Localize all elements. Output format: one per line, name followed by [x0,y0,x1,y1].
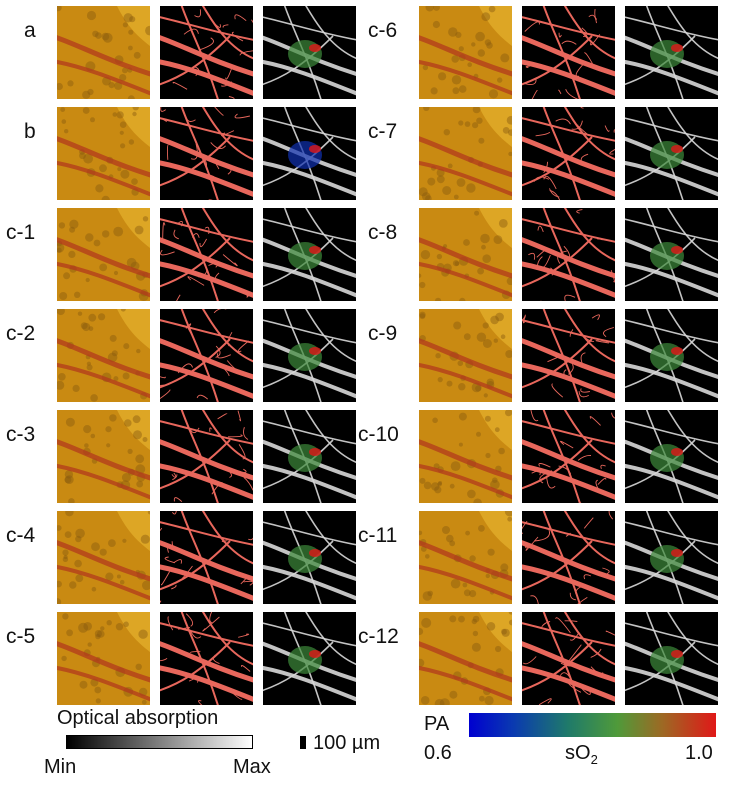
vessel-map-c-2 [160,309,253,402]
pa-so2-image-c-1 [263,208,356,301]
pa-so2-image-c-10 [625,410,718,503]
scale-bar-label: 100 µm [313,732,381,754]
so2-max-label: 1.0 [685,742,713,764]
so2-label-subscript: 2 [590,752,598,767]
panel-label-c1: c-1 [6,221,36,244]
optical-absorption-title: Optical absorption [57,707,219,729]
pa-so2-image-c-9 [625,309,718,402]
pa-so2-image-c-11 [625,511,718,604]
optical-image-b [57,107,150,200]
panel-label-c3: c-3 [6,423,36,446]
panel-label-c11: c-11 [358,524,398,547]
panel-label-c4: c-4 [6,524,36,547]
vessel-map-c-8 [522,208,615,301]
vessel-map-c-4 [160,511,253,604]
pa-so2-image-c-8 [625,208,718,301]
pa-label: PA [424,713,450,735]
optical-image-c-3 [57,410,150,503]
optical-image-c-7 [419,107,512,200]
optical-max-label: Max [233,756,271,778]
scale-bar [300,736,306,749]
pa-so2-image-c-2 [263,309,356,402]
vessel-map-c-9 [522,309,615,402]
so2-min-label: 0.6 [424,742,452,764]
panel-label-c10: c-10 [358,423,399,446]
so2-colorbar [469,713,716,737]
vessel-map-c-1 [160,208,253,301]
so2-axis-label: sO2 [565,743,598,766]
vessel-map-c-6 [522,6,615,99]
pa-so2-image-c-7 [625,107,718,200]
vessel-map-c-3 [160,410,253,503]
pa-so2-image-c-12 [625,612,718,705]
vessel-map-a [160,6,253,99]
panel-label-c6: c-6 [368,19,398,42]
pa-so2-image-b [263,107,356,200]
optical-image-c-2 [57,309,150,402]
pa-so2-image-a [263,6,356,99]
vessel-map-c-10 [522,410,615,503]
optical-image-c-12 [419,612,512,705]
panel-label-c7: c-7 [368,120,398,143]
vessel-map-c-12 [522,612,615,705]
optical-image-c-10 [419,410,512,503]
panel-label-c9: c-9 [368,322,398,345]
pa-so2-image-c-6 [625,6,718,99]
optical-image-c-11 [419,511,512,604]
optical-image-c-6 [419,6,512,99]
panel-label-c5: c-5 [6,625,36,648]
pa-so2-image-c-4 [263,511,356,604]
vessel-map-c-5 [160,612,253,705]
panel-label-c8: c-8 [368,221,398,244]
vessel-map-c-11 [522,511,615,604]
panel-label-b: b [24,120,36,143]
panel-label-c12: c-12 [358,625,399,648]
vessel-map-b [160,107,253,200]
optical-absorption-colorbar [66,735,253,749]
optical-image-c-1 [57,208,150,301]
optical-min-label: Min [44,756,77,778]
optical-image-c-4 [57,511,150,604]
so2-label-main: sO [565,742,591,764]
pa-so2-image-c-3 [263,410,356,503]
optical-image-a [57,6,150,99]
optical-image-c-8 [419,208,512,301]
optical-image-c-9 [419,309,512,402]
vessel-map-c-7 [522,107,615,200]
panel-label-a: a [24,19,36,42]
optical-image-c-5 [57,612,150,705]
pa-so2-image-c-5 [263,612,356,705]
panel-label-c2: c-2 [6,322,36,345]
